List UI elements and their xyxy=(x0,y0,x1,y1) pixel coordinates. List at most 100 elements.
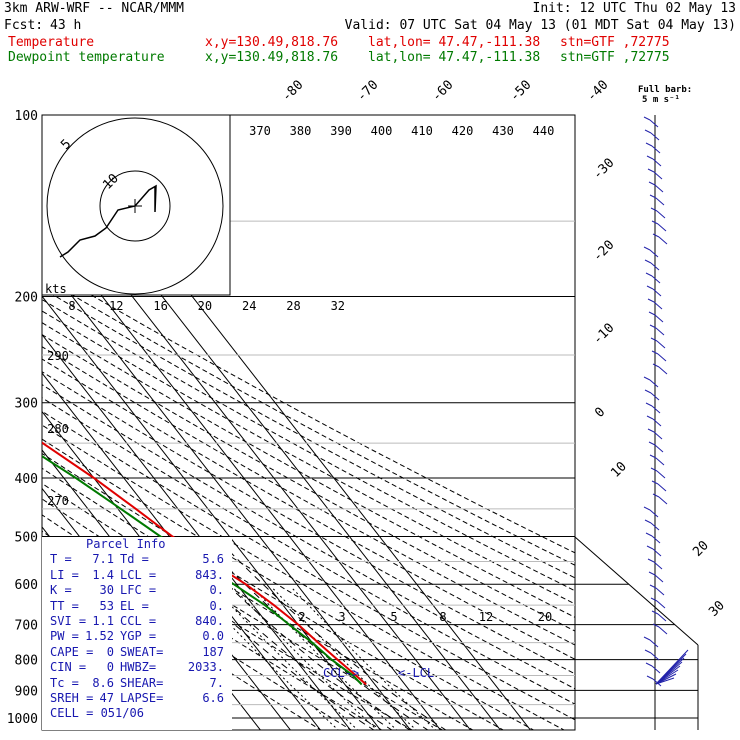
isotherm-right-label: 20 xyxy=(690,538,712,560)
wind-barb xyxy=(643,246,659,258)
isotherm-right-label: 0 xyxy=(592,405,608,421)
pressure-tick-label: 800 xyxy=(15,654,38,669)
wind-barb xyxy=(651,220,667,232)
wind-barb xyxy=(652,493,668,505)
dewpoint-curve xyxy=(42,455,363,686)
speed-scale-label: 24 xyxy=(242,299,256,313)
parcel-row: LI = 1.4 LCL = 843. xyxy=(42,568,232,583)
legend-temperature: Temperature xyxy=(8,35,95,50)
pressure-tick-label: 600 xyxy=(15,578,38,593)
wind-barb xyxy=(647,298,663,310)
wind-barb xyxy=(646,285,662,297)
wind-barb xyxy=(644,649,660,661)
pressure-tick-label: 900 xyxy=(15,684,38,699)
theta-label: 380 xyxy=(290,124,312,138)
mixing-ratio-label: 2 xyxy=(298,610,305,624)
parcel-row: K = 30 LFC = 0. xyxy=(42,583,232,598)
parcel-label: Tc = xyxy=(50,675,79,690)
parcel-value: 187 xyxy=(202,644,224,659)
parcel-info-title: Parcel Info xyxy=(86,537,166,551)
parcel-value: 6.6 xyxy=(202,690,224,705)
parcel-label: TT = xyxy=(50,598,79,613)
dry-adiabat xyxy=(42,424,566,730)
parcel-value: 0. xyxy=(209,598,224,613)
theta-left-label: 290 xyxy=(47,349,69,363)
wind-barb xyxy=(650,337,666,349)
parcel-value: 0.0 xyxy=(202,629,224,644)
wind-barb xyxy=(643,636,659,648)
model-title: 3km ARW-WRF -- NCAR/MMM xyxy=(4,1,185,16)
dry-adiabat xyxy=(42,346,575,646)
wind-barb xyxy=(647,168,663,180)
lcl-annotation: <-LCL xyxy=(398,666,435,680)
isotherm-top-label: -60 xyxy=(429,78,456,105)
wind-barb xyxy=(648,311,664,323)
temperature-curve xyxy=(42,441,367,686)
parcel-label: SHEAR= xyxy=(120,675,164,690)
wind-barb xyxy=(648,181,664,193)
dry-adiabat xyxy=(42,547,322,730)
pressure-tick-label: 1000 xyxy=(7,712,38,727)
wind-barb xyxy=(643,506,659,518)
wind-barb xyxy=(651,350,667,362)
barb-scale: Full barb: 5 m s⁻¹ xyxy=(638,85,692,105)
pressure-tick-label: 400 xyxy=(15,472,38,487)
wind-barb xyxy=(648,441,664,453)
parcel-value: 5.6 xyxy=(202,552,224,567)
dry-adiabat xyxy=(42,371,575,675)
valid-time: Valid: 07 UTC Sat 04 May 13 (01 MDT Sat … xyxy=(344,18,736,33)
mixing-ratio-label: 5 xyxy=(390,610,397,624)
theta-label: 430 xyxy=(492,124,514,138)
isotherm-right-label: -10 xyxy=(590,321,617,348)
wind-barb xyxy=(645,142,661,154)
wind-barb xyxy=(647,558,663,570)
wind-barb xyxy=(643,376,659,388)
mixing-ratio-label: 3 xyxy=(338,610,345,624)
fcst-label: Fcst: xyxy=(4,18,44,33)
pressure-tick-label: 500 xyxy=(15,530,38,545)
isotherm-line xyxy=(42,179,472,730)
speed-scale-label: 32 xyxy=(331,299,345,313)
wind-barb xyxy=(650,207,666,219)
parcel-label: CCL = xyxy=(120,613,157,628)
pressure-tick-label: 700 xyxy=(15,619,38,634)
wind-barb xyxy=(650,597,666,609)
isotherm-top-label: -80 xyxy=(279,78,306,105)
wind-barb xyxy=(649,584,665,596)
wind-barb xyxy=(646,415,662,427)
parcel-label: CAPE = xyxy=(50,644,94,659)
isotherm-line xyxy=(42,256,412,730)
dry-adiabat xyxy=(42,410,575,721)
sounding-curves xyxy=(42,441,367,686)
parcel-info-panel: Parcel Info T = 7.1 Td = 5.6 LI = 1.4 LCL = 843… xyxy=(42,537,232,730)
wind-barb xyxy=(644,389,660,401)
speed-scale-label: 16 xyxy=(153,299,167,313)
wind-barb xyxy=(650,467,666,479)
theta-label: 440 xyxy=(533,124,555,138)
parcel-row: PW = 1.52 YGP = 0.0 xyxy=(42,629,232,644)
parcel-value: 0. xyxy=(209,583,224,598)
hodo-kts-label: kts xyxy=(45,282,67,296)
isotherm-right-label: 10 xyxy=(608,459,630,481)
parcel-value: 1.1 xyxy=(92,613,114,628)
parcel-value: 1.4 xyxy=(92,567,114,582)
theta-left-label: 270 xyxy=(47,494,69,508)
parcel-value: 53 xyxy=(99,598,114,613)
parcel-value: 30 xyxy=(99,583,114,598)
theta-label: 420 xyxy=(452,124,474,138)
station: stn=GTF ,72775 xyxy=(560,35,670,50)
wind-barb xyxy=(652,623,668,635)
parcel-value: 0 xyxy=(106,644,114,659)
pressure-tick-label: 100 xyxy=(15,109,38,124)
barb-scale-line1: Full barb: xyxy=(638,85,693,95)
dry-adiabat xyxy=(42,265,575,554)
xy-coords-2: x,y=130.49,818.76 xyxy=(205,50,339,65)
latlon: lat,lon= 47.47,-111.38 xyxy=(368,35,541,50)
parcel-value: 7.1 xyxy=(92,552,114,567)
isotherm-top-label: -40 xyxy=(584,78,611,105)
parcel-row: TT = 53 EL = 0. xyxy=(42,599,232,614)
parcel-row: SVI = 1.1 CCL = 840. xyxy=(42,614,232,629)
mixing-ratio-label: 20 xyxy=(538,610,552,624)
wind-barb xyxy=(645,272,661,284)
legend-dewpoint: Dewpoint temperature xyxy=(8,50,165,65)
